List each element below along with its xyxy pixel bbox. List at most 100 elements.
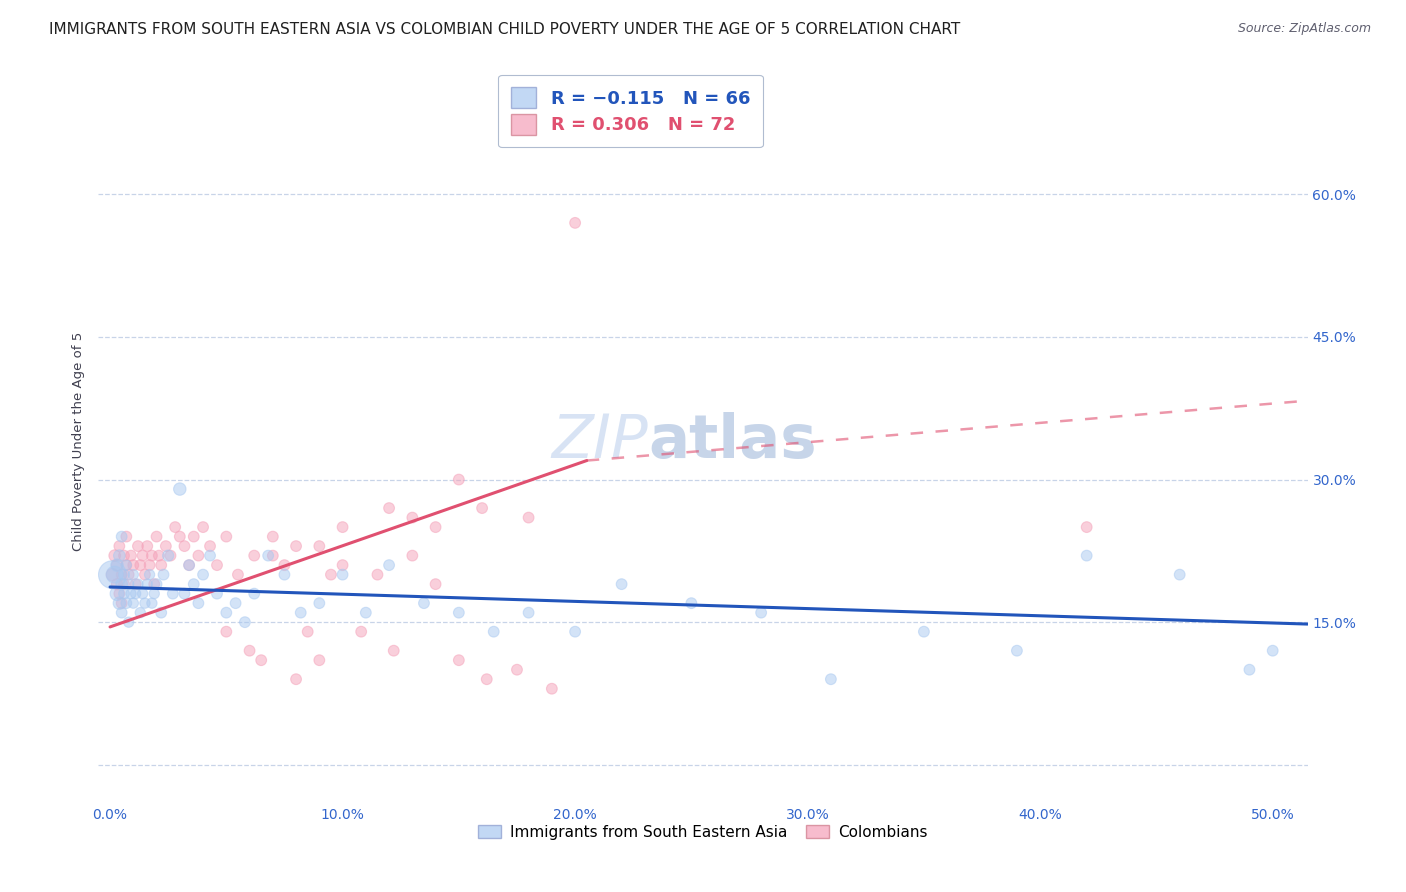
- Point: [127, 577, 149, 591]
- Point: [169, 482, 191, 496]
- Point: [215, 530, 238, 544]
- Point: [319, 567, 342, 582]
- Point: [104, 549, 127, 563]
- Point: [378, 558, 401, 573]
- Point: [191, 567, 214, 582]
- Point: [120, 587, 142, 601]
- Point: [105, 558, 128, 573]
- Point: [124, 587, 146, 601]
- Point: [105, 577, 128, 591]
- Point: [191, 520, 214, 534]
- Point: [205, 558, 228, 573]
- Point: [226, 567, 249, 582]
- Point: [148, 549, 170, 563]
- Point: [127, 539, 149, 553]
- Point: [150, 558, 173, 573]
- Point: [564, 216, 586, 230]
- Point: [108, 596, 131, 610]
- Point: [290, 606, 312, 620]
- Point: [243, 549, 266, 563]
- Point: [155, 539, 177, 553]
- Point: [101, 567, 124, 582]
- Point: [108, 587, 131, 601]
- Y-axis label: Child Poverty Under the Age of 5: Child Poverty Under the Age of 5: [72, 332, 86, 551]
- Point: [136, 539, 159, 553]
- Point: [471, 501, 494, 516]
- Text: ZIP: ZIP: [551, 412, 648, 471]
- Point: [183, 530, 205, 544]
- Point: [118, 577, 141, 591]
- Point: [131, 587, 153, 601]
- Point: [257, 549, 280, 563]
- Point: [187, 596, 209, 610]
- Point: [138, 567, 160, 582]
- Point: [122, 596, 145, 610]
- Point: [108, 539, 131, 553]
- Point: [145, 577, 167, 591]
- Point: [129, 558, 152, 573]
- Point: [134, 596, 156, 610]
- Point: [157, 549, 180, 563]
- Point: [104, 567, 127, 582]
- Point: [169, 530, 191, 544]
- Point: [111, 530, 134, 544]
- Point: [401, 510, 423, 524]
- Point: [138, 558, 160, 573]
- Point: [105, 558, 128, 573]
- Point: [540, 681, 562, 696]
- Point: [134, 567, 156, 582]
- Point: [1005, 643, 1028, 657]
- Point: [366, 567, 388, 582]
- Point: [250, 653, 273, 667]
- Point: [187, 549, 209, 563]
- Point: [124, 577, 146, 591]
- Point: [122, 558, 145, 573]
- Point: [145, 530, 167, 544]
- Point: [150, 606, 173, 620]
- Point: [141, 596, 163, 610]
- Point: [118, 615, 141, 630]
- Point: [129, 606, 152, 620]
- Point: [165, 520, 187, 534]
- Point: [1076, 549, 1098, 563]
- Point: [401, 549, 423, 563]
- Point: [382, 643, 405, 657]
- Point: [285, 539, 308, 553]
- Point: [111, 567, 134, 582]
- Point: [517, 510, 540, 524]
- Point: [105, 587, 128, 601]
- Point: [262, 530, 284, 544]
- Point: [215, 606, 238, 620]
- Point: [112, 577, 135, 591]
- Point: [475, 672, 498, 686]
- Point: [1168, 567, 1191, 582]
- Point: [285, 672, 308, 686]
- Point: [233, 615, 256, 630]
- Point: [610, 577, 633, 591]
- Point: [332, 558, 354, 573]
- Point: [162, 587, 184, 601]
- Text: Source: ZipAtlas.com: Source: ZipAtlas.com: [1237, 22, 1371, 36]
- Point: [159, 549, 181, 563]
- Point: [173, 539, 195, 553]
- Point: [425, 520, 447, 534]
- Point: [225, 596, 247, 610]
- Point: [447, 606, 470, 620]
- Point: [115, 558, 138, 573]
- Point: [749, 606, 772, 620]
- Point: [112, 587, 135, 601]
- Point: [120, 549, 142, 563]
- Point: [1076, 520, 1098, 534]
- Point: [173, 587, 195, 601]
- Point: [681, 596, 703, 610]
- Point: [108, 549, 131, 563]
- Point: [243, 587, 266, 601]
- Point: [112, 567, 135, 582]
- Point: [101, 567, 124, 582]
- Point: [506, 663, 529, 677]
- Point: [143, 577, 166, 591]
- Point: [482, 624, 505, 639]
- Point: [308, 596, 330, 610]
- Point: [198, 549, 221, 563]
- Point: [517, 606, 540, 620]
